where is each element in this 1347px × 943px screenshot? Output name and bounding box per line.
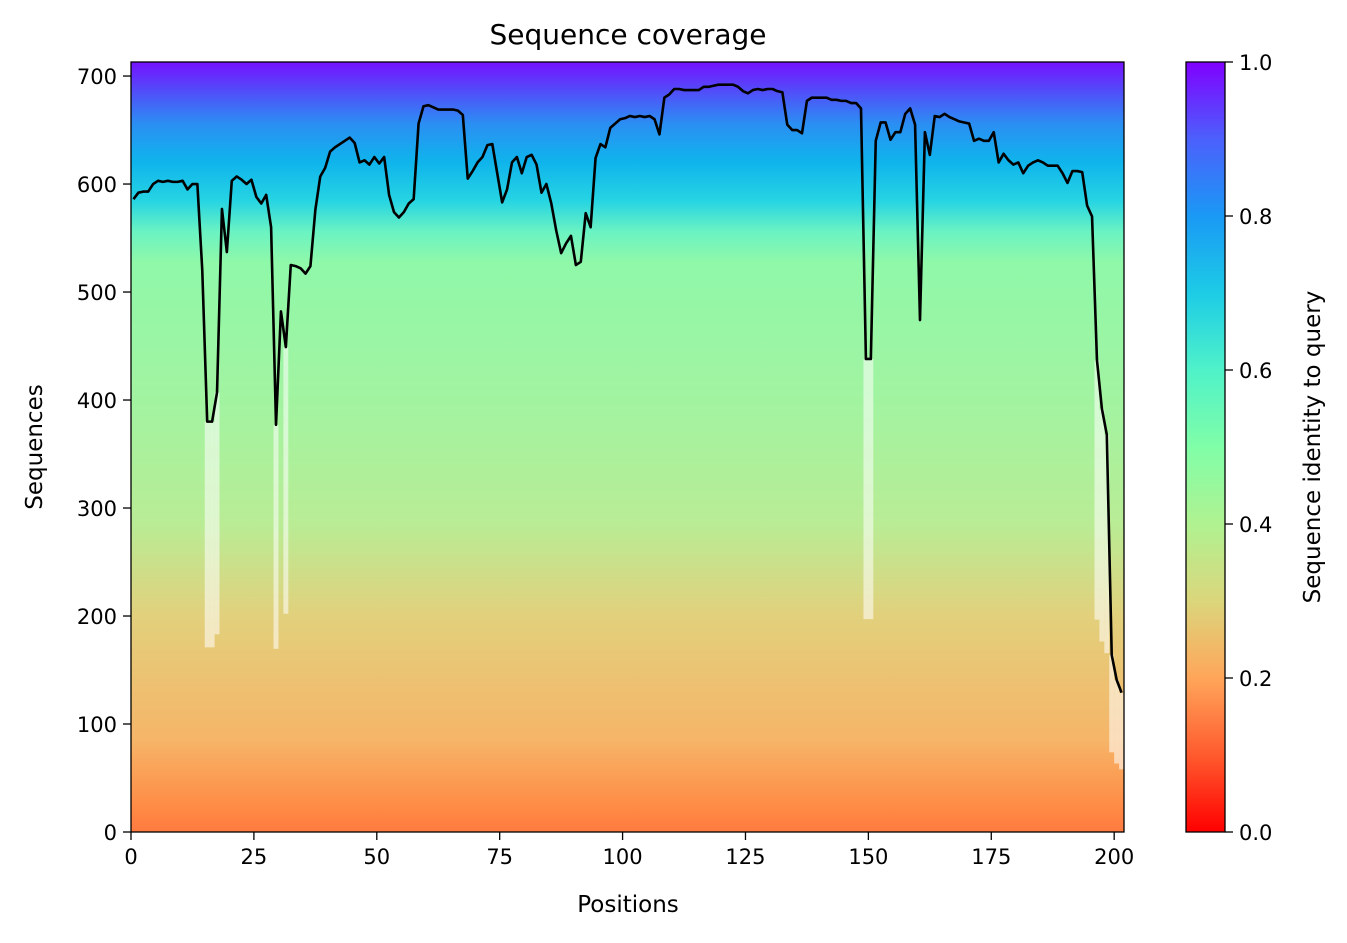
- colorbar-tick-label: 0.8: [1239, 205, 1272, 229]
- y-tick-label: 100: [77, 713, 117, 737]
- alignment-gaps: [204, 347, 1124, 770]
- y-tick-label: 500: [77, 281, 117, 305]
- colorbar-label: Sequence identity to query: [1300, 291, 1326, 604]
- gap-column: [273, 424, 279, 649]
- gap-column: [863, 358, 869, 620]
- y-tick-label: 700: [77, 65, 117, 89]
- coverage-heatmap: [131, 62, 1124, 832]
- colorbar-tick-label: 1.0: [1239, 51, 1272, 75]
- colorbar: [1185, 61, 1226, 833]
- gap-column: [1109, 654, 1115, 753]
- gap-column: [214, 392, 220, 635]
- y-axis-label: Sequences: [22, 384, 48, 509]
- y-tick-label: 200: [77, 605, 117, 629]
- gap-column: [204, 421, 210, 648]
- gap-column: [209, 421, 215, 648]
- coverage-line: [132, 83, 1123, 694]
- gap-column: [1119, 692, 1124, 770]
- x-tick-label: 75: [486, 845, 513, 869]
- y-axis: 0 100 200 300 400 500 600 700: [77, 65, 131, 845]
- chart-title: Sequence coverage: [489, 18, 766, 51]
- y-tick-label: 600: [77, 173, 117, 197]
- gap-column: [1099, 408, 1105, 642]
- gap-column: [868, 358, 874, 620]
- x-tick-label: 125: [725, 845, 765, 869]
- x-axis-label: Positions: [577, 892, 679, 918]
- gap-column: [1114, 679, 1120, 764]
- colorbar-tick-label: 0.6: [1239, 359, 1272, 383]
- x-tick-label: 100: [603, 845, 643, 869]
- gap-column: [1104, 434, 1110, 654]
- y-tick-label: 400: [77, 389, 117, 413]
- y-tick-label: 0: [104, 821, 117, 845]
- colorbar-tick-label: 0.2: [1239, 667, 1272, 691]
- x-axis: 0 25 50 75 100 125 150 175 200: [124, 832, 1134, 869]
- gap-column: [283, 347, 289, 614]
- x-tick-label: 0: [124, 845, 137, 869]
- gap-column: [1094, 360, 1100, 620]
- x-tick-label: 175: [971, 845, 1011, 869]
- plot-frame: [130, 61, 1125, 833]
- colorbar-axis: 0.0 0.2 0.4 0.6 0.8 1.0: [1225, 51, 1272, 845]
- x-tick-label: 200: [1094, 845, 1134, 869]
- y-tick-label: 300: [77, 497, 117, 521]
- x-tick-label: 150: [848, 845, 888, 869]
- x-tick-label: 25: [241, 845, 268, 869]
- colorbar-tick-label: 0.4: [1239, 513, 1272, 537]
- x-tick-label: 50: [363, 845, 390, 869]
- colorbar-tick-label: 0.0: [1239, 821, 1272, 845]
